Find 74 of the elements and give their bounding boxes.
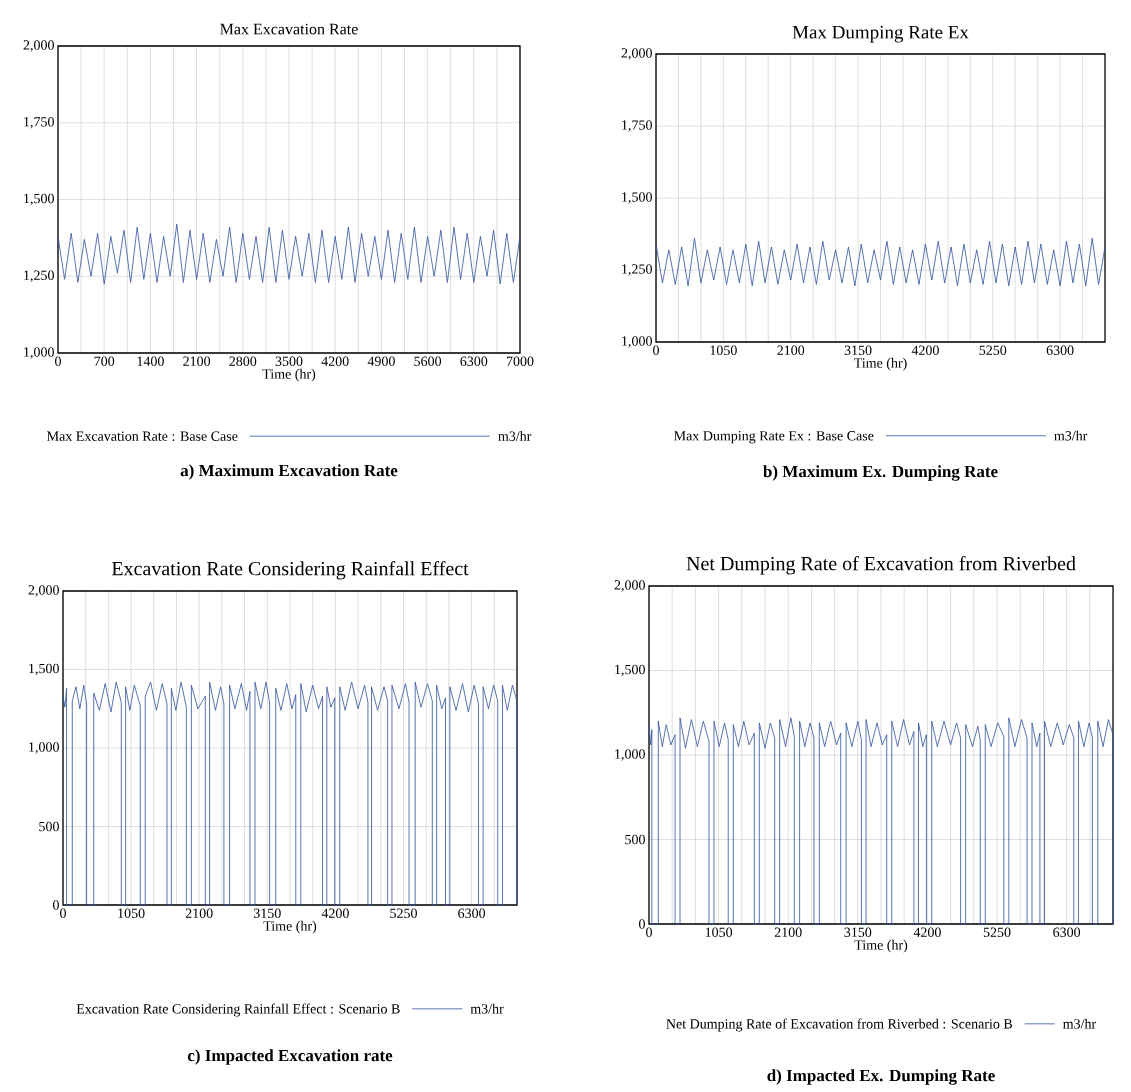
line-series	[57, 223, 521, 285]
text: m3/hr	[470, 1003, 504, 1014]
text: m3/hr	[1062, 1018, 1097, 1029]
x-axis-title: Time (hr)	[263, 920, 317, 934]
x-tick-label: 700	[94, 356, 115, 366]
y-tick-label: 1,250	[622, 264, 652, 276]
chart-title: Excavation Rate Considering Rainfall Effect	[111, 561, 469, 580]
line-series	[62, 681, 518, 906]
x-tick-label: 6300	[1046, 345, 1074, 355]
line-series	[655, 237, 1106, 287]
y-tick-label: 2,000	[621, 48, 652, 60]
x-tick-label: 4200	[321, 356, 349, 366]
y-tick-label: 2,000	[28, 585, 59, 597]
x-tick-label: 6300	[460, 356, 488, 366]
x-tick-label: 2100	[185, 908, 213, 918]
y-tick-label: 1,000	[615, 749, 645, 761]
legend-label: Excavation Rate Considering Rainfall Effect : Scenario B	[76, 1003, 400, 1017]
y-tick-label: 1,500	[622, 192, 652, 204]
line-series	[648, 717, 1114, 925]
y-tick-label: 1,500	[24, 193, 54, 206]
text: d) Impacted Ex. Dumping Rate	[767, 1069, 995, 1085]
y-tick-label: 1,500	[615, 664, 645, 677]
x-axis-title: Time (hr)	[262, 368, 316, 382]
x-tick-label: 2800	[229, 356, 257, 366]
text: c) Impacted Excavation rate	[187, 1049, 393, 1065]
text: m3/hr	[1054, 430, 1088, 441]
text: m3/hr	[498, 431, 532, 441]
text: a) Maximum Excavation Rate	[180, 464, 398, 480]
chart-title: Max Excavation Rate	[220, 23, 358, 35]
x-tick-label: 3500	[275, 356, 303, 366]
y-tick-label: 500	[39, 821, 59, 832]
chart-title: Max Dumping Rate Ex	[792, 25, 969, 43]
text: b) Maximum Ex. Dumping Rate	[763, 465, 998, 481]
x-tick-label: 1400	[137, 356, 164, 366]
y-tick-label: 1,000	[622, 336, 652, 348]
x-tick-label: 2100	[183, 356, 211, 366]
chart-title: Net Dumping Rate of Excavation from Riverbed	[686, 556, 1076, 575]
text: Max Dumping Rate Ex : Base Case	[674, 431, 874, 444]
y-tick-label: 1,750	[622, 120, 652, 132]
x-tick-label: 2100	[774, 927, 802, 937]
x-tick-label: 5250	[979, 345, 1007, 355]
x-tick-label: 4200	[913, 927, 941, 937]
x-tick-label: 5600	[414, 356, 442, 366]
x-tick-label: 7000	[506, 356, 534, 366]
x-tick-label: 1050	[118, 908, 145, 918]
x-tick-label: 6300	[458, 908, 486, 918]
x-tick-label: 4200	[911, 345, 939, 355]
x-tick-label: 1050	[705, 927, 733, 937]
text: Max Excavation Rate : Base Case	[47, 431, 238, 441]
y-tick-label: 500	[625, 834, 645, 845]
y-tick-label: 1,000	[29, 742, 59, 754]
y-tick-label: 0	[53, 900, 59, 910]
x-tick-label: 2100	[777, 345, 805, 355]
x-tick-label: 6300	[1053, 927, 1081, 937]
x-tick-label: 4900	[367, 356, 395, 366]
x-tick-label: 1050	[710, 345, 737, 355]
x-axis-title: Time (hr)	[854, 939, 908, 953]
x-tick-label: 5250	[983, 927, 1011, 937]
y-tick-label: 1,750	[24, 117, 54, 129]
x-tick-label: 3150	[253, 908, 281, 918]
x-tick-label: 0	[653, 345, 659, 355]
y-tick-label: 0	[639, 919, 645, 929]
y-tick-label: 1,250	[24, 270, 54, 282]
x-tick-label: 0	[60, 908, 66, 918]
x-tick-label: 5250	[390, 908, 417, 918]
legend-label: Net Dumping Rate of Excavation from Riverbed : Scenario B	[666, 1018, 1013, 1032]
x-tick-label: 3150	[844, 927, 872, 937]
y-tick-label: 2,000	[614, 580, 645, 592]
x-tick-label: 4200	[321, 908, 349, 918]
y-tick-label: 2,000	[23, 40, 54, 52]
x-tick-label: 3150	[844, 345, 872, 355]
x-axis-title: Time (hr)	[853, 357, 907, 371]
y-tick-label: 1,500	[29, 663, 59, 676]
y-tick-label: 1,000	[24, 347, 54, 359]
